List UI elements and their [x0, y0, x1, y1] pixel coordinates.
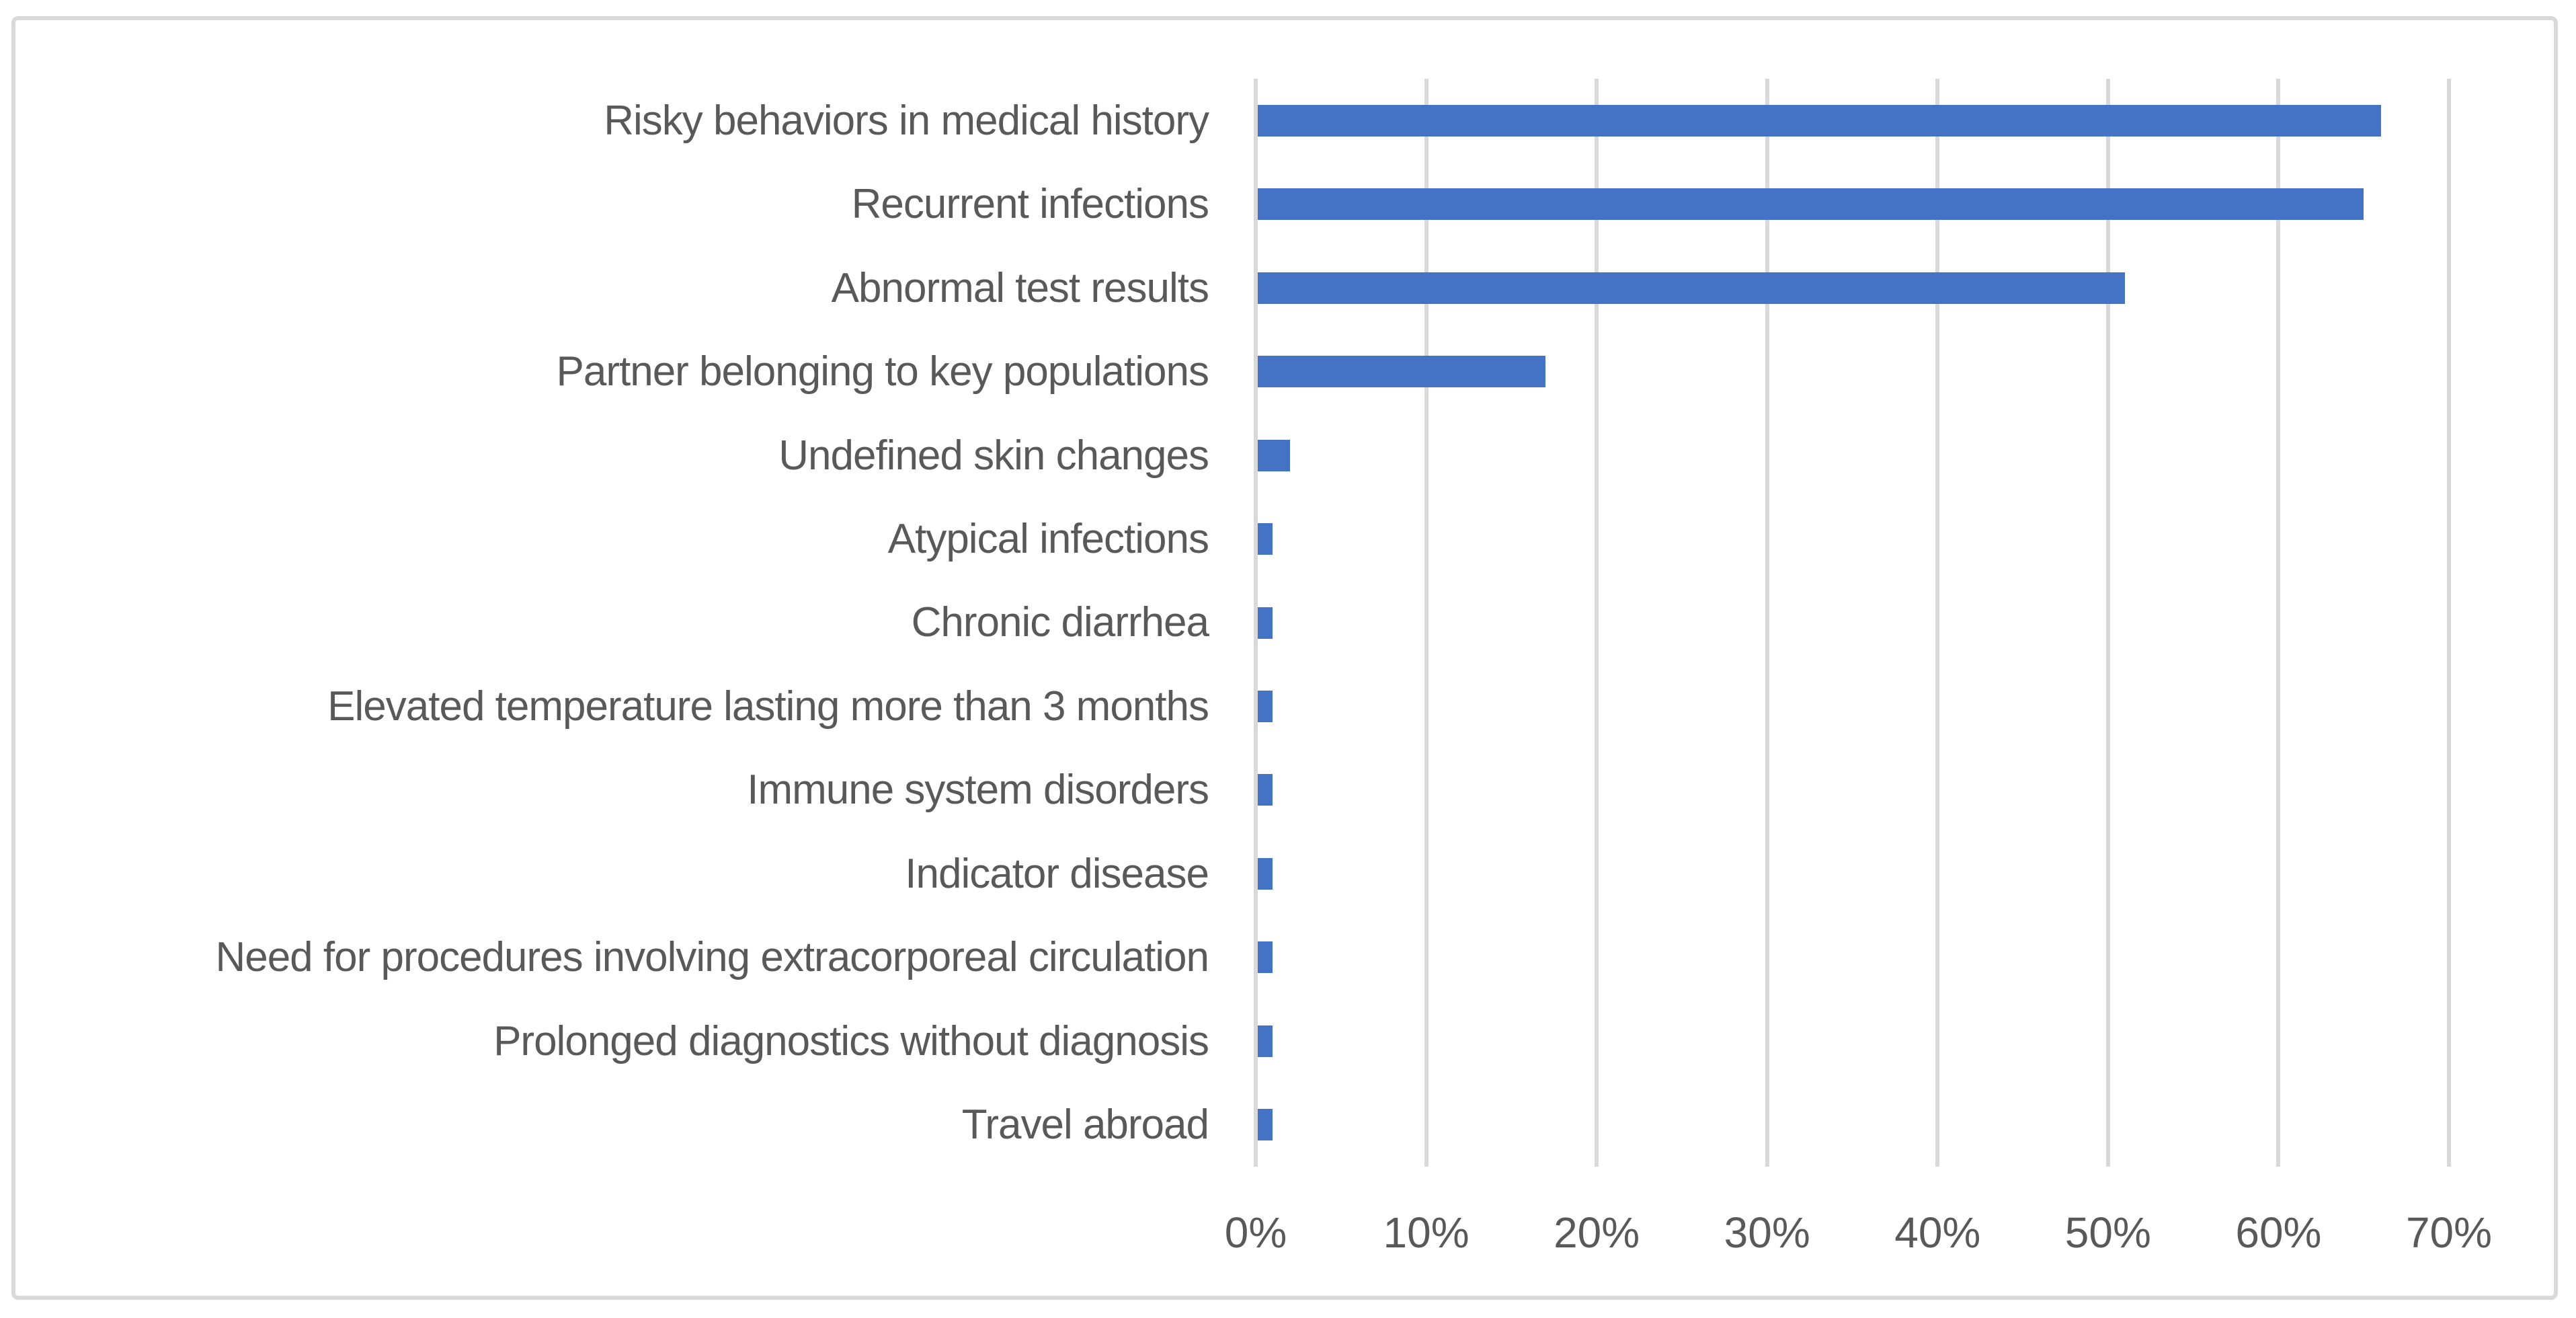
category-label: Recurrent infections [851, 181, 1209, 228]
category-label: Atypical infections [887, 516, 1209, 563]
bar [1258, 774, 1273, 806]
x-tick-label: 70% [2405, 1208, 2493, 1257]
gridline [1765, 79, 1769, 1167]
bar [1258, 439, 1290, 471]
gridline [1254, 79, 1258, 1167]
bar [1258, 857, 1273, 890]
gridline [1935, 79, 1940, 1167]
gridline [2105, 79, 2110, 1167]
bar [1258, 523, 1273, 555]
x-tick-label: 0% [1224, 1208, 1287, 1257]
x-tick-label: 50% [2064, 1208, 2151, 1257]
category-label: Prolonged diagnostics without diagnosis [493, 1017, 1209, 1064]
bar [1258, 1025, 1273, 1057]
chart-border [11, 16, 2558, 1300]
category-label: Elevated temperature lasting more than 3… [327, 683, 1209, 730]
x-tick-label: 30% [1724, 1208, 1810, 1257]
x-tick-label: 60% [2235, 1208, 2322, 1257]
x-tick-label: 20% [1554, 1208, 1640, 1257]
bar [1258, 272, 2126, 304]
category-label: Travel abroad [961, 1101, 1209, 1149]
category-label: Undefined skin changes [778, 432, 1209, 479]
bar [1258, 941, 1273, 974]
bar [1258, 356, 1546, 388]
x-tick-label: 40% [1894, 1208, 1981, 1257]
bar [1258, 1109, 1273, 1141]
bar [1258, 188, 2364, 221]
gridline [2276, 79, 2281, 1167]
category-label: Partner belonging to key populations [556, 348, 1209, 395]
gridline [1424, 79, 1428, 1167]
category-label: Need for procedures involving extracorpo… [215, 934, 1209, 981]
gridline [2446, 79, 2451, 1167]
x-tick-label: 10% [1383, 1208, 1470, 1257]
category-label: Risky behaviors in medical history [604, 97, 1209, 144]
bar [1258, 690, 1273, 722]
category-label: Indicator disease [905, 850, 1209, 897]
category-label: Abnormal test results [831, 264, 1209, 311]
category-label: Immune system disorders [747, 767, 1209, 814]
category-label: Chronic diarrhea [911, 599, 1209, 646]
bar [1258, 104, 2381, 137]
gridline [1595, 79, 1599, 1167]
bar [1258, 607, 1273, 639]
